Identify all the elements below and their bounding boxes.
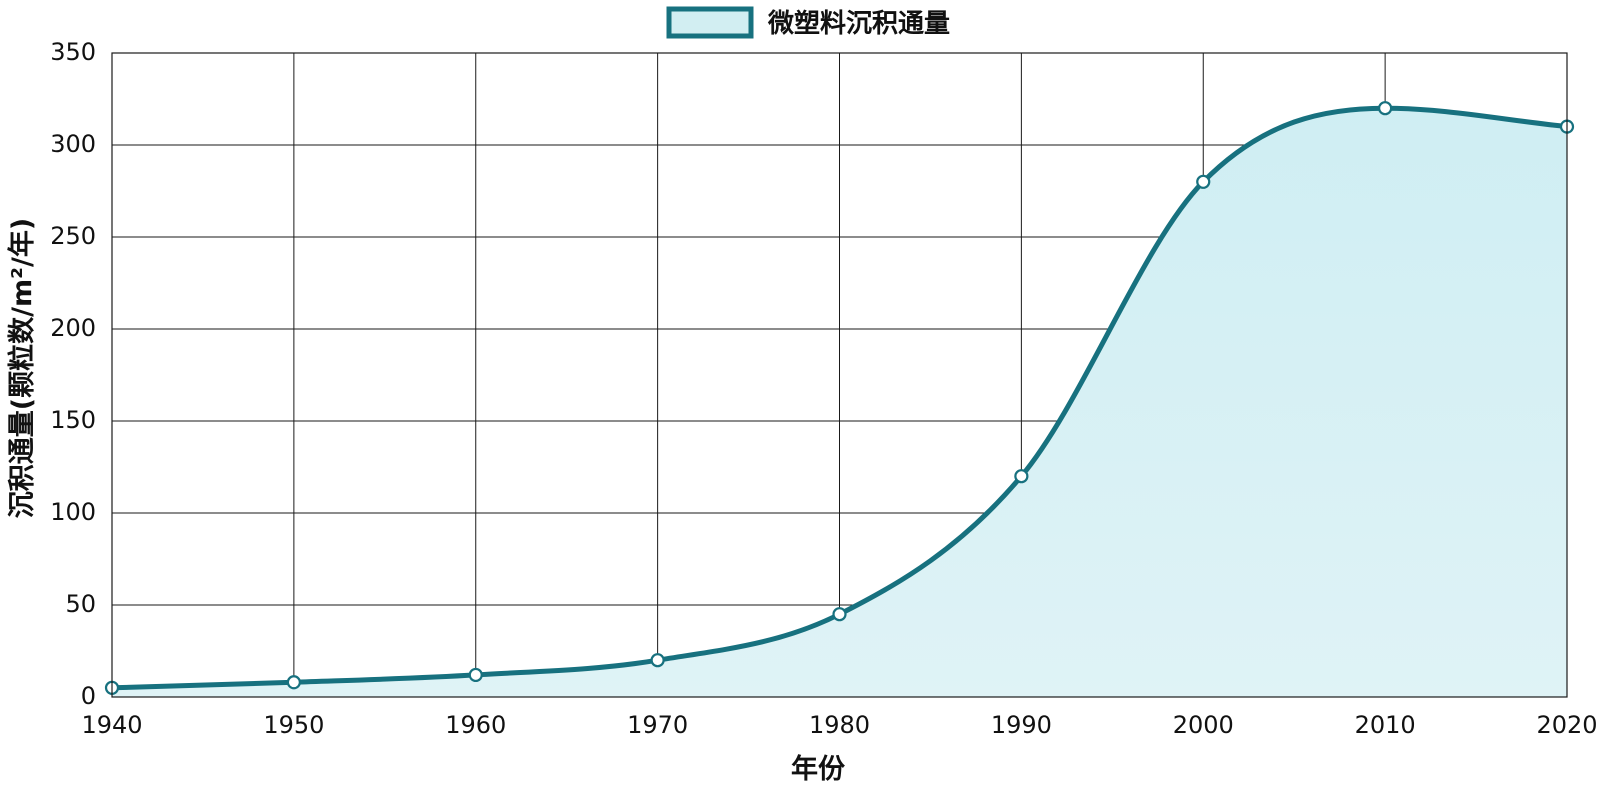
data-point: [1378, 101, 1393, 116]
y-tick-label: 100: [50, 498, 96, 526]
y-tick-label: 150: [50, 406, 96, 434]
data-point: [832, 607, 847, 622]
x-tick-label: 1970: [627, 711, 688, 739]
y-tick-label: 300: [50, 130, 96, 158]
data-point: [1196, 174, 1211, 189]
x-tick-label: 1990: [991, 711, 1052, 739]
x-tick-label: 2010: [1355, 711, 1416, 739]
legend-swatch: [666, 6, 754, 39]
x-tick-label: 1940: [81, 711, 142, 739]
x-tick-label: 2000: [1173, 711, 1234, 739]
x-tick-label: 2020: [1536, 711, 1597, 739]
y-axis-ticks: 0 50 100 150 200 250 300 350: [50, 38, 96, 710]
x-axis-ticks: 1940 1950 1960 1970 1980 1990 2000 2010 2020: [81, 711, 1597, 739]
y-tick-label: 350: [50, 38, 96, 66]
data-point: [468, 667, 483, 683]
series-markers: [104, 101, 1575, 695]
data-point: [1014, 469, 1029, 484]
y-tick-label: 0: [81, 682, 96, 710]
plot-frame: [111, 52, 1568, 698]
y-axis-label: 沉积通量(颗粒数/m²/年): [6, 218, 38, 518]
data-point: [286, 675, 301, 690]
legend-label-0: 微塑料沉积通量: [767, 8, 950, 39]
x-axis-label: 年份: [791, 753, 845, 785]
x-tick-label: 1980: [809, 711, 870, 739]
x-tick-label: 1960: [445, 711, 506, 739]
legend: 微塑料沉积通量: [666, 6, 950, 39]
y-tick-label: 50: [65, 590, 96, 618]
y-tick-label: 200: [50, 314, 96, 342]
series-line: [109, 105, 1570, 691]
series-area: [112, 108, 1567, 697]
data-point: [650, 653, 665, 668]
x-tick-label: 1950: [263, 711, 324, 739]
y-tick-label: 250: [50, 222, 96, 250]
